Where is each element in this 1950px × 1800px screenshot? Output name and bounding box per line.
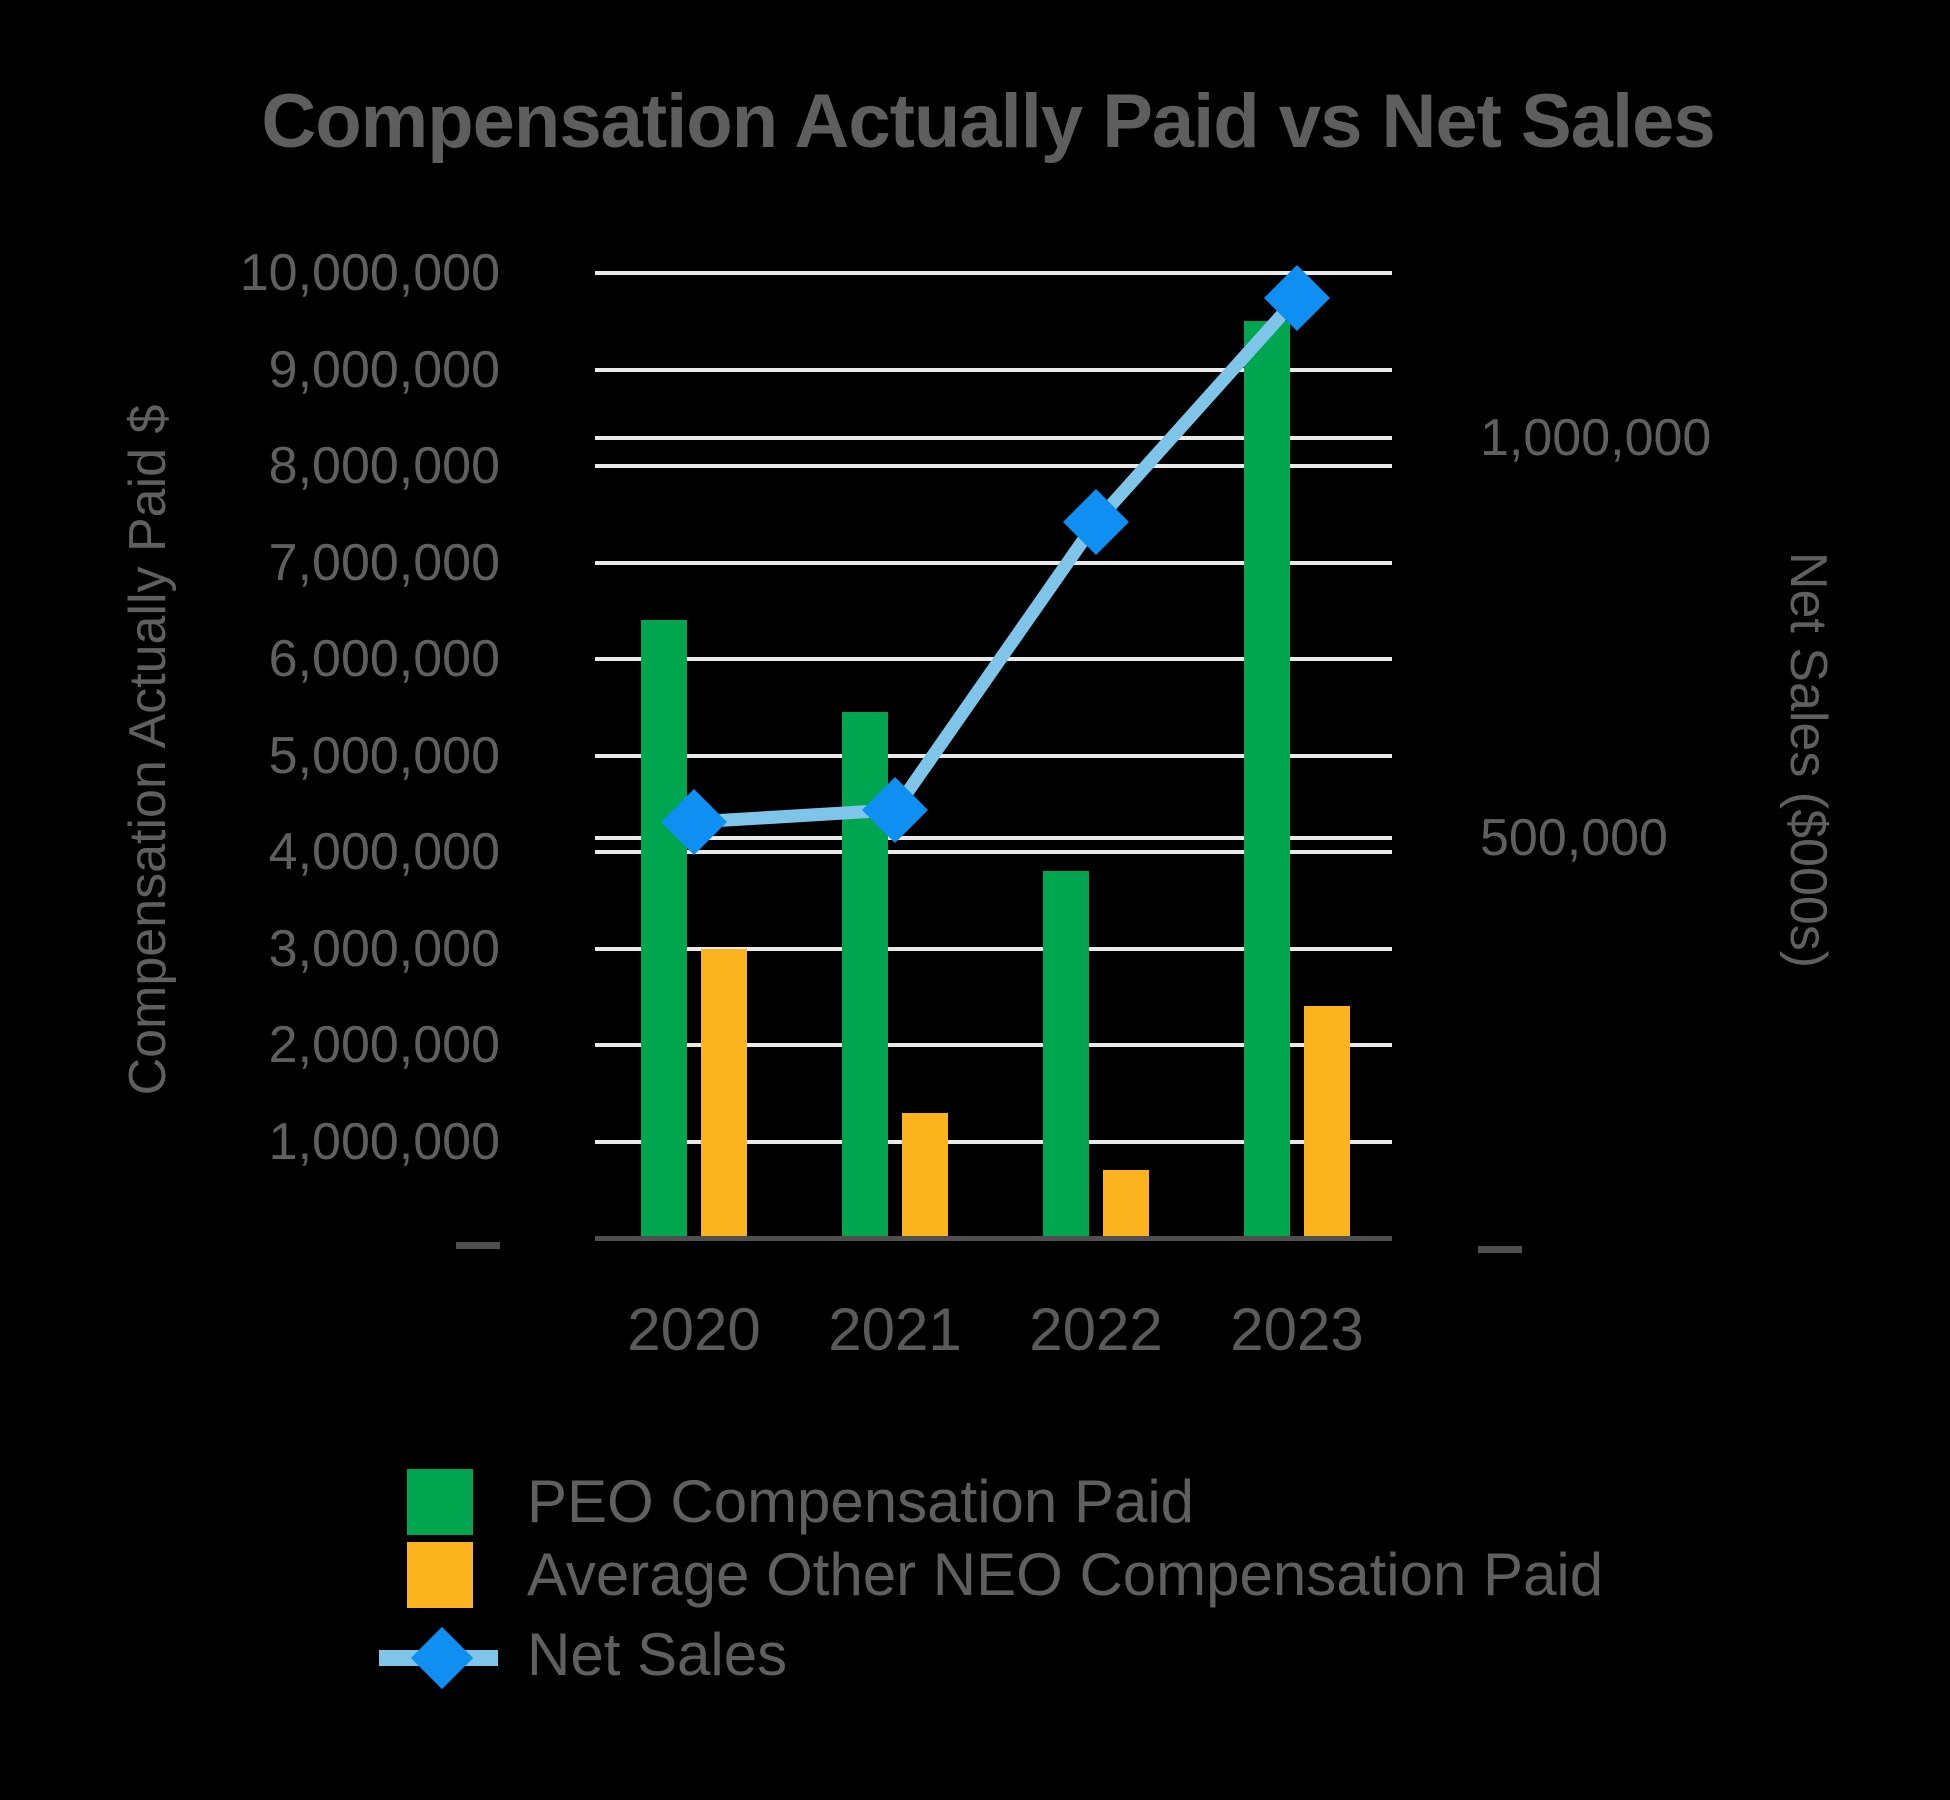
neo-bar-2023 [1303,1006,1350,1238]
peo-bar-2021 [842,712,888,1238]
gridline-left-2m [595,1043,1392,1047]
x-axis-baseline [595,1236,1392,1241]
left-axis-tick-3m: 3,000,000 [268,919,500,978]
net-sales-point-2022 [1063,489,1129,555]
peo-bar-2023 [1244,321,1290,1238]
right-axis-title: Net Sales ($000s) [1779,551,1837,969]
legend-net-sales-diamond-icon [410,1626,474,1690]
left-axis-tick-6m: 6,000,000 [268,630,500,688]
left-axis-title: Compensation Actually Paid $ [119,404,177,1096]
legend-label-neo: Average Other NEO Compensation Paid [527,1541,1604,1608]
right-axis-zero-tick [1478,1246,1522,1253]
legend-label-peo: PEO Compensation Paid [527,1468,1195,1535]
gridline-left-4m [595,850,1392,854]
left-axis-tick-8m: 8,000,000 [268,437,500,495]
x-axis-label-2022: 2022 [1029,1296,1163,1363]
left-axis-tick-9m: 9,000,000 [268,340,500,399]
legend-label-net-sales: Net Sales [527,1621,788,1688]
left-axis-tick-2m: 2,000,000 [268,1016,500,1074]
neo-bar-2022 [1102,1170,1149,1238]
gridline-left-10m [595,271,1392,275]
left-axis-tick-10m: 10,000,000 [239,244,500,302]
x-axis-label-2021: 2021 [828,1296,962,1363]
gridline-left-3m [595,946,1392,951]
gridline-left-1m [595,1139,1392,1144]
left-axis-tick-5m: 5,000,000 [268,726,500,785]
peo-bar-2022 [1043,871,1089,1238]
legend-swatch-peo [407,1469,473,1535]
neo-bar-2021 [901,1112,948,1238]
left-axis-zero-tick [456,1242,500,1249]
peo-bar-2020 [641,620,687,1238]
left-axis-tick-4m: 4,000,000 [268,823,500,881]
right-axis-tick-500000: 500,000 [1480,809,1668,867]
chart-title: Compensation Actually Paid vs Net Sales [261,79,1715,164]
neo-bar-2020 [700,948,747,1238]
gridline-right-500000 [595,836,1392,840]
right-axis-tick-1000000: 1,000,000 [1480,409,1712,467]
legend-swatch-neo [407,1542,473,1608]
x-axis-label-2020: 2020 [627,1296,761,1363]
left-axis-tick-1m: 1,000,000 [268,1112,500,1171]
left-axis-tick-7m: 7,000,000 [268,533,500,592]
x-axis-label-2023: 2023 [1230,1296,1364,1363]
